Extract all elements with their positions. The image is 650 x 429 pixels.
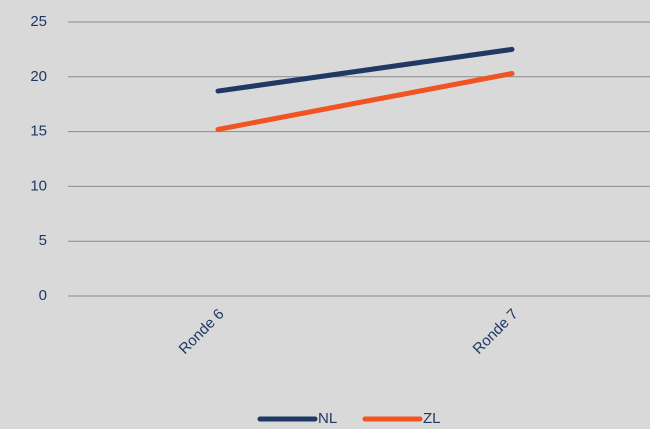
legend-label: NL <box>318 410 337 427</box>
x-tick-label: Ronde 6 <box>176 306 228 358</box>
y-tick-label: 10 <box>30 177 47 194</box>
y-tick-label: 5 <box>39 232 47 249</box>
y-tick-label: 0 <box>39 287 47 304</box>
x-tick-label: Ronde 7 <box>470 306 522 358</box>
y-tick-label: 20 <box>30 68 47 85</box>
y-tick-label: 15 <box>30 123 47 140</box>
legend-label: ZL <box>423 410 441 427</box>
y-tick-label: 25 <box>30 13 47 30</box>
series-line <box>215 71 515 132</box>
series-line <box>215 46 515 94</box>
